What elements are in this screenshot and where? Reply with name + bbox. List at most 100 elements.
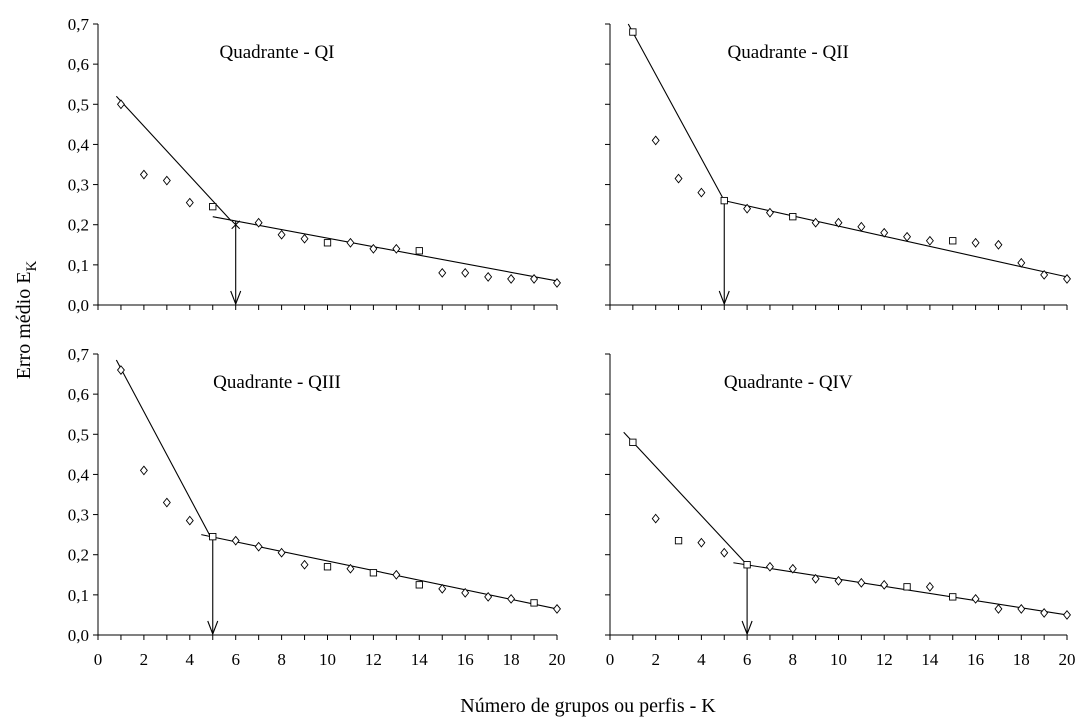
- panel-title: Quadrante - QIII: [213, 372, 341, 393]
- data-point: [415, 581, 423, 589]
- data-point: [139, 169, 148, 180]
- data-point: [438, 583, 447, 594]
- data-point: [765, 561, 774, 572]
- data-point: [994, 239, 1003, 250]
- panel-1: 0,0 0,1 0,2 0,3 0,4 0,5 0,6 0,7 Quadrante - QI: [68, 15, 561, 315]
- fit-line: [212, 216, 558, 282]
- y-tick-label: 0,5: [68, 95, 89, 114]
- x-tick-label: 18: [1013, 650, 1030, 669]
- fit-line: [627, 23, 725, 201]
- y-tick-label: 0,7: [68, 15, 90, 34]
- optimal-k-arrow-head: [718, 290, 730, 306]
- data-point: [949, 593, 957, 601]
- data-point: [507, 593, 516, 604]
- y-tick-label: 0,7: [68, 345, 90, 364]
- data-point: [880, 579, 889, 590]
- data-point: [674, 537, 683, 545]
- data-point: [720, 547, 729, 558]
- y-axis-title-main: Erro médio E: [13, 272, 35, 380]
- x-tick-label: 6: [231, 650, 240, 669]
- data-point: [834, 575, 843, 586]
- data-point: [461, 587, 470, 598]
- data-point: [629, 438, 637, 446]
- x-tick-label: 0: [94, 650, 103, 669]
- panels-group: 0,0 0,1 0,2 0,3 0,4 0,5 0,6 0,7 Quadrante - QI Qu…: [68, 15, 1076, 669]
- data-point: [651, 135, 660, 146]
- data-point: [674, 173, 683, 184]
- data-point: [925, 235, 934, 246]
- data-point: [629, 28, 637, 36]
- data-point: [857, 577, 866, 588]
- data-point: [254, 541, 263, 552]
- data-point: [880, 227, 889, 238]
- y-tick-label: 0,1: [68, 586, 89, 605]
- data-point: [392, 243, 401, 254]
- x-tick-label: 10: [830, 650, 847, 669]
- data-point: [392, 569, 401, 580]
- fit-line: [724, 200, 1068, 278]
- data-point: [925, 581, 934, 592]
- x-tick-label: 14: [921, 650, 939, 669]
- panel-title: Quadrante - QII: [728, 42, 849, 63]
- data-point: [162, 175, 171, 186]
- data-point: [971, 593, 980, 604]
- panel-title: Quadrante - QI: [220, 42, 335, 63]
- y-tick-label: 0,4: [68, 465, 90, 484]
- fit-line: [201, 534, 558, 610]
- data-point: [1040, 269, 1049, 280]
- data-point: [1063, 610, 1071, 620]
- data-point: [765, 207, 774, 218]
- x-tick-label: 20: [549, 650, 566, 669]
- data-point: [834, 217, 843, 228]
- x-tick-label: 12: [876, 650, 893, 669]
- data-point: [949, 237, 957, 245]
- data-point: [507, 273, 516, 284]
- data-point: [697, 187, 706, 198]
- x-tick-label: 2: [140, 650, 149, 669]
- x-tick-label: 4: [186, 650, 195, 669]
- data-point: [789, 213, 797, 221]
- y-tick-label: 0,2: [68, 546, 89, 565]
- y-tick-label: 0,0: [68, 296, 89, 315]
- data-point: [743, 203, 752, 214]
- data-point: [346, 237, 355, 248]
- data-point: [484, 591, 493, 602]
- data-point: [139, 465, 148, 476]
- fit-line: [623, 431, 748, 566]
- y-tick-label: 0,2: [68, 216, 89, 235]
- data-point: [438, 267, 447, 278]
- data-point: [553, 603, 561, 614]
- y-tick-label: 0,4: [68, 135, 90, 154]
- y-tick-label: 0,6: [68, 385, 89, 404]
- optimal-k-arrow-head: [741, 620, 753, 636]
- y-tick-label: 0,0: [68, 626, 89, 645]
- data-point: [300, 233, 309, 244]
- x-tick-label: 2: [651, 650, 660, 669]
- data-point: [300, 559, 309, 570]
- x-axis-title: Número de grupos ou perfis - K: [460, 695, 716, 717]
- data-point: [231, 535, 240, 546]
- data-point: [484, 271, 493, 282]
- y-tick-label: 0,3: [68, 506, 89, 525]
- panel-2: Quadrante - QII: [605, 23, 1071, 310]
- data-point: [743, 561, 751, 569]
- data-point: [162, 497, 171, 508]
- data-point: [994, 603, 1003, 614]
- y-tick-label: 0,5: [68, 425, 89, 444]
- data-point: [209, 202, 217, 211]
- y-tick-label: 0,1: [68, 256, 89, 275]
- x-tick-label: 4: [697, 650, 706, 669]
- data-point: [277, 547, 286, 558]
- data-point: [1040, 608, 1049, 618]
- panel-3: 0,0 0,1 0,2 0,3 0,4 0,5 0,6 0,7 0 2 4 6 8 10 12 14 16 18 2…: [68, 345, 566, 669]
- data-point: [720, 196, 728, 205]
- data-point: [209, 533, 217, 541]
- x-tick-label: 10: [319, 650, 336, 669]
- data-point: [651, 513, 660, 524]
- y-axis-title-subscript: K: [24, 261, 40, 272]
- data-point: [323, 239, 332, 247]
- data-point: [811, 573, 820, 584]
- x-tick-label: 8: [277, 650, 286, 669]
- x-tick-label: 20: [1059, 650, 1076, 669]
- x-tick-label: 8: [789, 650, 798, 669]
